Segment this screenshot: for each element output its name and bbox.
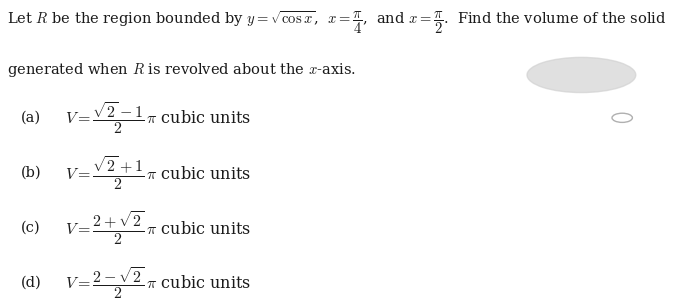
Text: Let $R$ be the region bounded by $y = \sqrt{\cos x}$,  $x = \dfrac{\pi}{4}$,  an: Let $R$ be the region bounded by $y = \s… bbox=[7, 9, 666, 36]
Text: generated when $R$ is revolved about the $x$-axis.: generated when $R$ is revolved about the… bbox=[7, 61, 356, 79]
Ellipse shape bbox=[527, 58, 636, 92]
Text: (b): (b) bbox=[20, 166, 41, 180]
Text: (a): (a) bbox=[20, 111, 41, 125]
Text: $V = \dfrac{2-\sqrt{2}}{2}\,\pi$ cubic units: $V = \dfrac{2-\sqrt{2}}{2}\,\pi$ cubic u… bbox=[65, 265, 251, 301]
Text: $V = \dfrac{2+\sqrt{2}}{2}\,\pi$ cubic units: $V = \dfrac{2+\sqrt{2}}{2}\,\pi$ cubic u… bbox=[65, 209, 251, 247]
Text: (d): (d) bbox=[20, 276, 41, 290]
Text: $V = \dfrac{\sqrt{2}+1}{2}\,\pi$ cubic units: $V = \dfrac{\sqrt{2}+1}{2}\,\pi$ cubic u… bbox=[65, 154, 251, 192]
Text: $V = \dfrac{\sqrt{2}-1}{2}\,\pi$ cubic units: $V = \dfrac{\sqrt{2}-1}{2}\,\pi$ cubic u… bbox=[65, 100, 251, 136]
Text: (c): (c) bbox=[20, 221, 40, 235]
